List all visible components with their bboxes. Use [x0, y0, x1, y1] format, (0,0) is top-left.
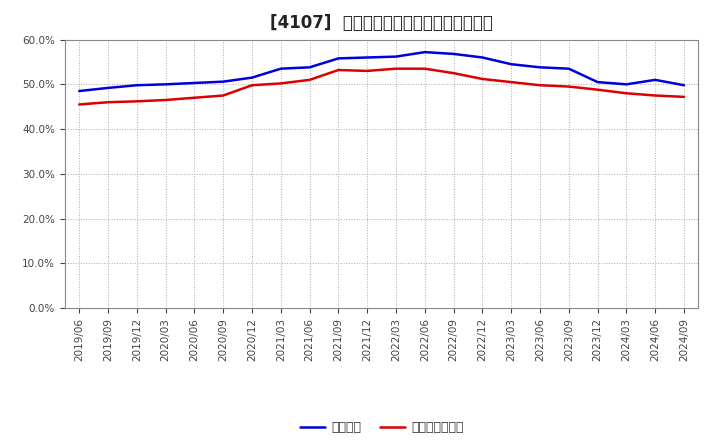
固定比率	[622, 82, 631, 87]
固定比率	[305, 65, 314, 70]
固定長期適合率	[651, 93, 660, 98]
固定長期適合率	[680, 94, 688, 99]
固定長期適合率	[248, 83, 256, 88]
固定比率	[190, 81, 199, 86]
固定長期適合率	[132, 99, 141, 104]
固定比率	[248, 75, 256, 80]
固定長期適合率	[305, 77, 314, 82]
固定比率	[536, 65, 544, 70]
固定長期適合率	[622, 91, 631, 96]
固定比率	[449, 51, 458, 57]
固定長期適合率	[449, 70, 458, 76]
固定長期適合率	[593, 87, 602, 92]
固定長期適合率	[276, 81, 285, 86]
固定長期適合率	[334, 67, 343, 73]
固定比率	[392, 54, 400, 59]
固定長期適合率	[536, 83, 544, 88]
固定比率	[75, 88, 84, 94]
Legend: 固定比率, 固定長期適合率: 固定比率, 固定長期適合率	[294, 416, 469, 439]
Line: 固定比率: 固定比率	[79, 52, 684, 91]
固定比率	[219, 79, 228, 84]
固定長期適合率	[190, 95, 199, 100]
固定長期適合率	[161, 97, 170, 103]
固定比率	[564, 66, 573, 71]
固定比率	[680, 83, 688, 88]
固定比率	[420, 49, 429, 55]
固定比率	[334, 56, 343, 61]
Title: [4107]  固定比率、固定長期適合率の推移: [4107] 固定比率、固定長期適合率の推移	[270, 15, 493, 33]
固定長期適合率	[75, 102, 84, 107]
固定比率	[651, 77, 660, 82]
固定比率	[161, 82, 170, 87]
固定比率	[104, 85, 112, 91]
固定比率	[507, 62, 516, 67]
固定比率	[593, 80, 602, 85]
固定比率	[363, 55, 372, 60]
固定長期適合率	[104, 99, 112, 105]
固定長期適合率	[507, 80, 516, 85]
固定長期適合率	[219, 93, 228, 98]
固定長期適合率	[564, 84, 573, 89]
固定比率	[276, 66, 285, 71]
固定比率	[478, 55, 487, 60]
固定長期適合率	[363, 68, 372, 73]
固定比率	[132, 83, 141, 88]
固定長期適合率	[478, 76, 487, 81]
固定長期適合率	[420, 66, 429, 71]
固定長期適合率	[392, 66, 400, 71]
Line: 固定長期適合率: 固定長期適合率	[79, 69, 684, 104]
